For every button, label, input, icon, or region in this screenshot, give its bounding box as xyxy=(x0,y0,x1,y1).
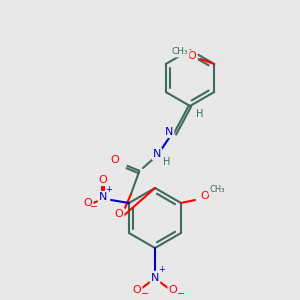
Text: −: − xyxy=(90,202,98,212)
Text: CH₃: CH₃ xyxy=(172,47,189,56)
Text: O: O xyxy=(133,285,141,295)
Text: O: O xyxy=(201,191,209,201)
Text: +: + xyxy=(106,184,112,194)
Text: N: N xyxy=(165,127,173,137)
Text: O: O xyxy=(99,175,107,185)
Text: N: N xyxy=(153,149,161,159)
Text: −: − xyxy=(177,289,185,299)
Text: N: N xyxy=(151,273,159,283)
Text: O: O xyxy=(115,209,123,219)
Text: O: O xyxy=(111,155,119,165)
Text: +: + xyxy=(159,266,165,274)
Text: H: H xyxy=(196,109,204,119)
Text: O: O xyxy=(169,285,177,295)
Text: N: N xyxy=(99,192,107,202)
Text: O: O xyxy=(188,51,197,61)
Text: CH₃: CH₃ xyxy=(209,185,225,194)
Text: −: − xyxy=(141,289,149,299)
Text: H: H xyxy=(163,157,171,167)
Text: O: O xyxy=(84,198,92,208)
